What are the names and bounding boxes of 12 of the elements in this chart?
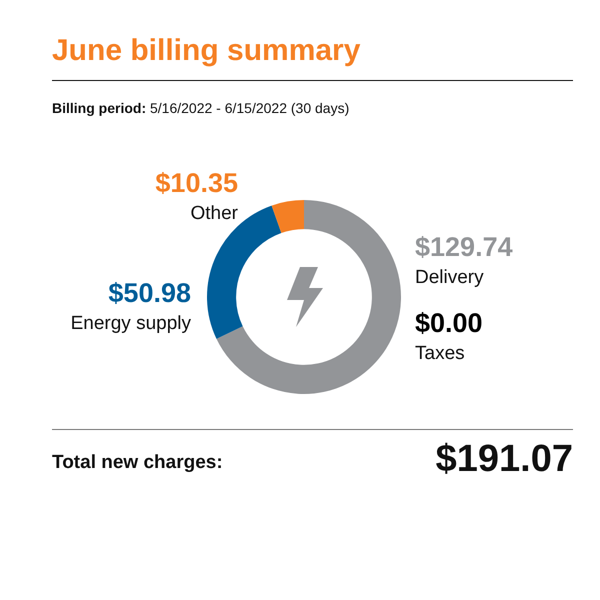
data-label: $50.98 xyxy=(108,278,191,308)
slice-label: Delivery xyxy=(415,267,484,288)
slice-label: Energy supply xyxy=(70,313,192,334)
category-label: Taxes xyxy=(415,343,465,364)
chart-title: June billing summary xyxy=(52,33,360,69)
data-label: $10.35 xyxy=(155,168,238,198)
text: $191.07 xyxy=(436,437,573,481)
data-label: $129.74 xyxy=(415,232,513,262)
slice-label: Other xyxy=(190,203,239,224)
chart-subtitle: Billing period: 5/16/2022 - 6/15/2022 (30 days) xyxy=(52,99,350,117)
text: $0.00 xyxy=(415,308,483,338)
text: Total new charges: xyxy=(52,452,223,474)
